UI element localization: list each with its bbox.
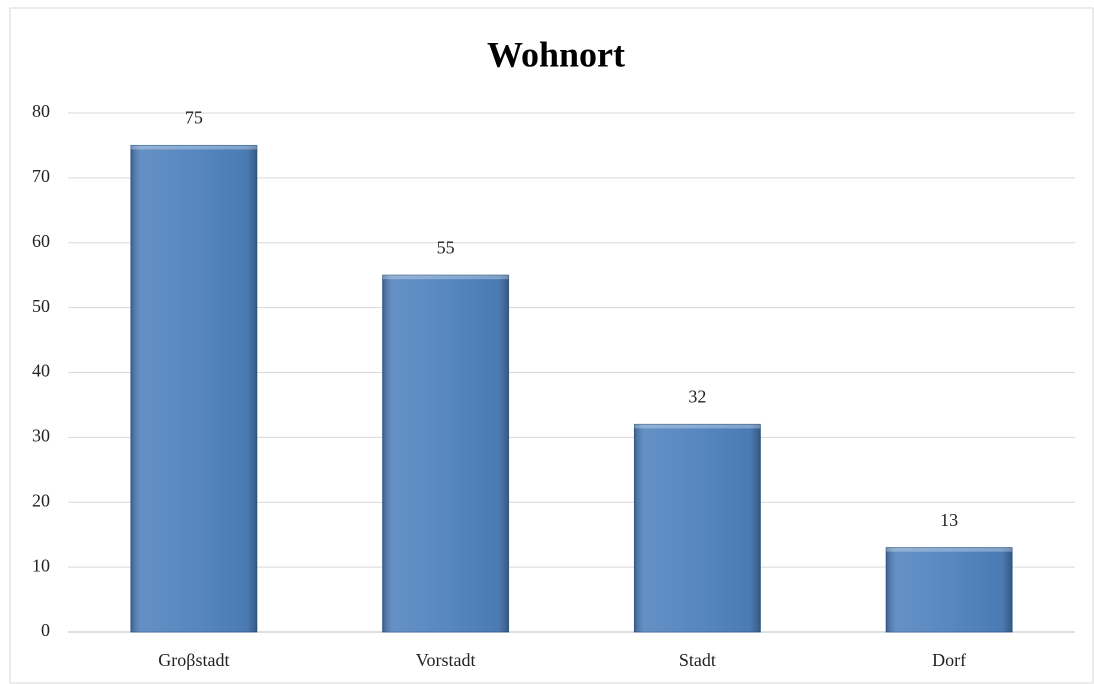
y-tick-label: 70: [32, 166, 50, 186]
y-tick-label: 0: [41, 620, 50, 640]
y-tick-label: 60: [32, 231, 50, 251]
y-tick-label: 50: [32, 296, 50, 316]
x-tick-label: Vorstadt: [416, 650, 476, 670]
bar-bevel: [634, 424, 761, 429]
x-tick-label: Stadt: [679, 650, 716, 670]
data-label: 55: [437, 237, 455, 257]
data-label: 13: [940, 510, 958, 530]
bar-shade: [634, 424, 761, 632]
y-tick-label: 80: [32, 101, 50, 121]
bar-shade: [130, 145, 257, 632]
y-tick-label: 40: [32, 361, 50, 381]
x-tick-label: Dorf: [932, 650, 966, 670]
y-tick-label: 30: [32, 426, 50, 446]
y-tick-label: 10: [32, 555, 50, 575]
bar-bevel: [886, 547, 1013, 552]
data-label: 75: [185, 108, 203, 128]
chart-title: Wohnort: [487, 34, 625, 74]
bar-bevel: [382, 275, 509, 280]
data-label: 32: [688, 387, 706, 407]
bar-shade: [382, 275, 509, 632]
bar-shade: [886, 547, 1013, 632]
x-tick-label: Groβstadt: [158, 650, 229, 670]
y-tick-label: 20: [32, 490, 50, 510]
bar-bevel: [130, 145, 257, 150]
chart-frame: [9, 7, 1094, 684]
